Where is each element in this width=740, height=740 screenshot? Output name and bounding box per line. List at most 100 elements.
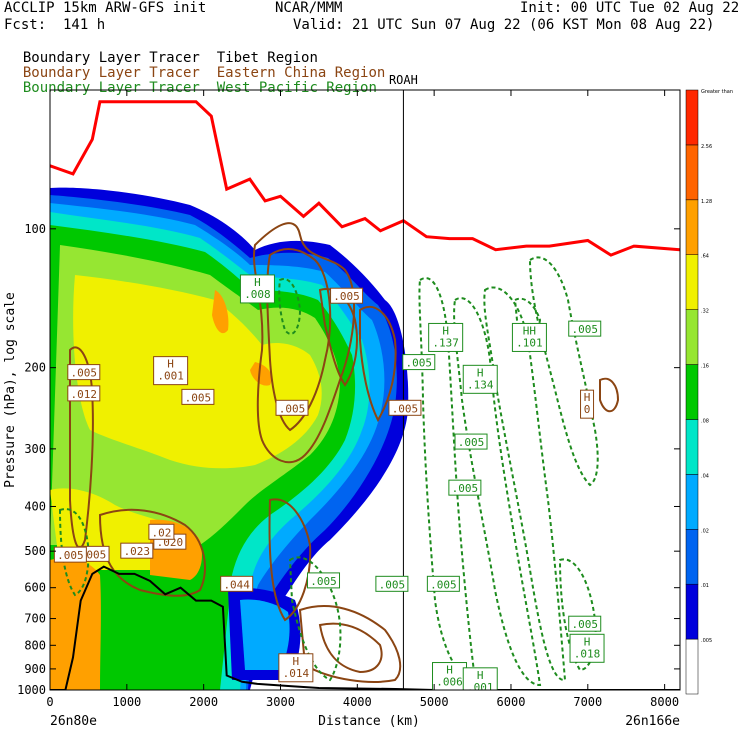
contour-label: .005 bbox=[333, 290, 360, 303]
legend-tibet-label: Boundary Layer Tracer bbox=[22, 50, 200, 66]
contour-label: .005 bbox=[57, 549, 84, 562]
contour-label-box bbox=[426, 575, 460, 592]
contour-label: .005 bbox=[430, 578, 457, 591]
legend-eastern-china-label: Boundary Layer Tracer bbox=[22, 65, 200, 81]
colorbar-label: .32 bbox=[701, 309, 709, 315]
colorbar-swatch bbox=[685, 199, 699, 255]
y-tick-label: 300 bbox=[24, 442, 46, 456]
high-marker-label: H bbox=[254, 276, 261, 289]
high-marker-box bbox=[153, 356, 189, 386]
high-marker-label: H bbox=[442, 324, 449, 337]
x-tick-label: 3000 bbox=[266, 695, 295, 709]
contour-label-box bbox=[330, 287, 364, 304]
contour-label: .005 bbox=[279, 402, 306, 415]
brown-contour-6 bbox=[98, 508, 206, 597]
y-tick-label: 100 bbox=[24, 222, 46, 236]
contour-label-box bbox=[181, 388, 215, 405]
legend-eastern-china-region: Eastern China Region bbox=[216, 65, 386, 81]
fill-lightblue-lower-blob bbox=[240, 599, 290, 670]
high-marker-label: H bbox=[584, 635, 591, 648]
contour-label-box bbox=[67, 364, 101, 381]
x-axis-title: Distance (km) bbox=[318, 714, 420, 729]
high-marker-box bbox=[278, 653, 314, 683]
colorbar-label: .01 bbox=[701, 583, 709, 589]
y-tick-label: 700 bbox=[24, 612, 46, 626]
x-tick-label: 4000 bbox=[343, 695, 372, 709]
high-marker-label: H bbox=[293, 655, 300, 668]
contour-label-box bbox=[568, 615, 602, 632]
high-marker-label: H bbox=[446, 664, 453, 677]
legend-eastern-china: Boundary Layer Tracer Eastern China Regi… bbox=[6, 51, 385, 81]
contour-label: .005 bbox=[310, 575, 337, 588]
high-marker-label: .134 bbox=[467, 378, 494, 391]
tracer-fill-layer: .005 .005 .005 .005 .005 .005 .005 .005 .005 .005… bbox=[50, 90, 680, 690]
roah-marker-label: ROAH bbox=[389, 73, 418, 87]
high-marker-label: H bbox=[477, 366, 484, 379]
x-tick-label: 8000 bbox=[650, 695, 679, 709]
colorbar-swatch bbox=[685, 89, 699, 146]
brown-contour-9 bbox=[318, 622, 383, 674]
contour-label: .005 bbox=[406, 357, 433, 370]
colorbar-swatch bbox=[685, 474, 699, 530]
high-marker-label: .008 bbox=[244, 288, 271, 301]
high-marker-label: H bbox=[477, 669, 484, 682]
contour-label-box bbox=[375, 575, 409, 592]
x-axis-ticks: 0 1000 2000 3000 4000 5000 6000 7000 8000 bbox=[46, 90, 679, 709]
colorbar-swatch bbox=[685, 638, 699, 695]
green-contour-5 bbox=[513, 297, 542, 336]
x-axis-left-endpoint: 26n80e bbox=[50, 714, 97, 729]
colorbar-label: Greater than bbox=[701, 89, 733, 95]
contour-label-box bbox=[53, 546, 87, 563]
legend-west-pacific: Boundary Layer Tracer West Pacific Regio… bbox=[6, 66, 377, 96]
high-marker-label: .006 bbox=[436, 676, 463, 689]
header-line1-left: ACCLIP 15km ARW-GFS init bbox=[4, 0, 207, 16]
contour-label: .023 bbox=[124, 545, 151, 558]
header-line2-right: Valid: 21 UTC Sun 07 Aug 22 (06 KST Mon … bbox=[293, 17, 715, 33]
legend-west-pacific-region: West Pacific Region bbox=[216, 80, 377, 96]
tropopause-line bbox=[50, 100, 680, 257]
fill-orange-patch-2 bbox=[250, 362, 272, 386]
contour-label-box bbox=[275, 399, 309, 416]
high-marker-label: HH bbox=[523, 324, 536, 337]
contour-label: .02 bbox=[151, 526, 171, 539]
contour-label: .005 bbox=[458, 436, 485, 449]
colorbar-label: 1.28 bbox=[701, 199, 712, 205]
contour-label-box bbox=[67, 385, 101, 402]
high-marker-label: H bbox=[584, 391, 591, 404]
contour-label: .005 bbox=[71, 367, 98, 380]
high-marker-label: H bbox=[167, 358, 174, 371]
legend-west-pacific-label: Boundary Layer Tracer bbox=[22, 80, 200, 96]
fill-orange bbox=[50, 558, 101, 690]
header-line1-center: NCAR/MMM bbox=[275, 0, 343, 16]
contour-label: .005 bbox=[185, 391, 212, 404]
high-marker-label: .014 bbox=[283, 667, 310, 680]
x-tick-label: 6000 bbox=[497, 695, 526, 709]
contour-label: .005 bbox=[571, 323, 598, 336]
x-tick-label: 2000 bbox=[189, 695, 218, 709]
colorbar-label: .16 bbox=[701, 364, 709, 370]
high-marker-box bbox=[432, 662, 468, 690]
colorbar-label: .02 bbox=[701, 528, 709, 534]
contour-label-box bbox=[388, 399, 422, 416]
contour-label-box bbox=[402, 354, 436, 371]
brown-contour-10 bbox=[599, 377, 620, 413]
colorbar: .005 .01 .02 .04 .08 .16 .32 .64 1.28 2.56 Greater… bbox=[685, 89, 733, 695]
brown-contour-5 bbox=[69, 346, 94, 549]
brown-contour-2 bbox=[266, 248, 332, 432]
colorbar-swatch bbox=[685, 583, 699, 640]
brown-contour-7 bbox=[268, 498, 312, 622]
colorbar-swatch bbox=[685, 364, 699, 420]
high-marker-box bbox=[428, 322, 464, 352]
contour-label: .005 bbox=[452, 482, 479, 495]
contour-label: .005 bbox=[571, 618, 598, 631]
high-marker-label: .001 bbox=[157, 370, 184, 383]
y-tick-label: 800 bbox=[24, 638, 46, 652]
contour-label-box bbox=[220, 575, 254, 592]
high-marker-box bbox=[462, 667, 498, 690]
contour-label: .005 bbox=[392, 402, 419, 415]
colorbar-label: .005 bbox=[701, 638, 712, 644]
legend-tibet-region: Tibet Region bbox=[216, 50, 318, 66]
high-marker-box bbox=[511, 322, 547, 352]
brown-contour-1 bbox=[253, 222, 355, 464]
